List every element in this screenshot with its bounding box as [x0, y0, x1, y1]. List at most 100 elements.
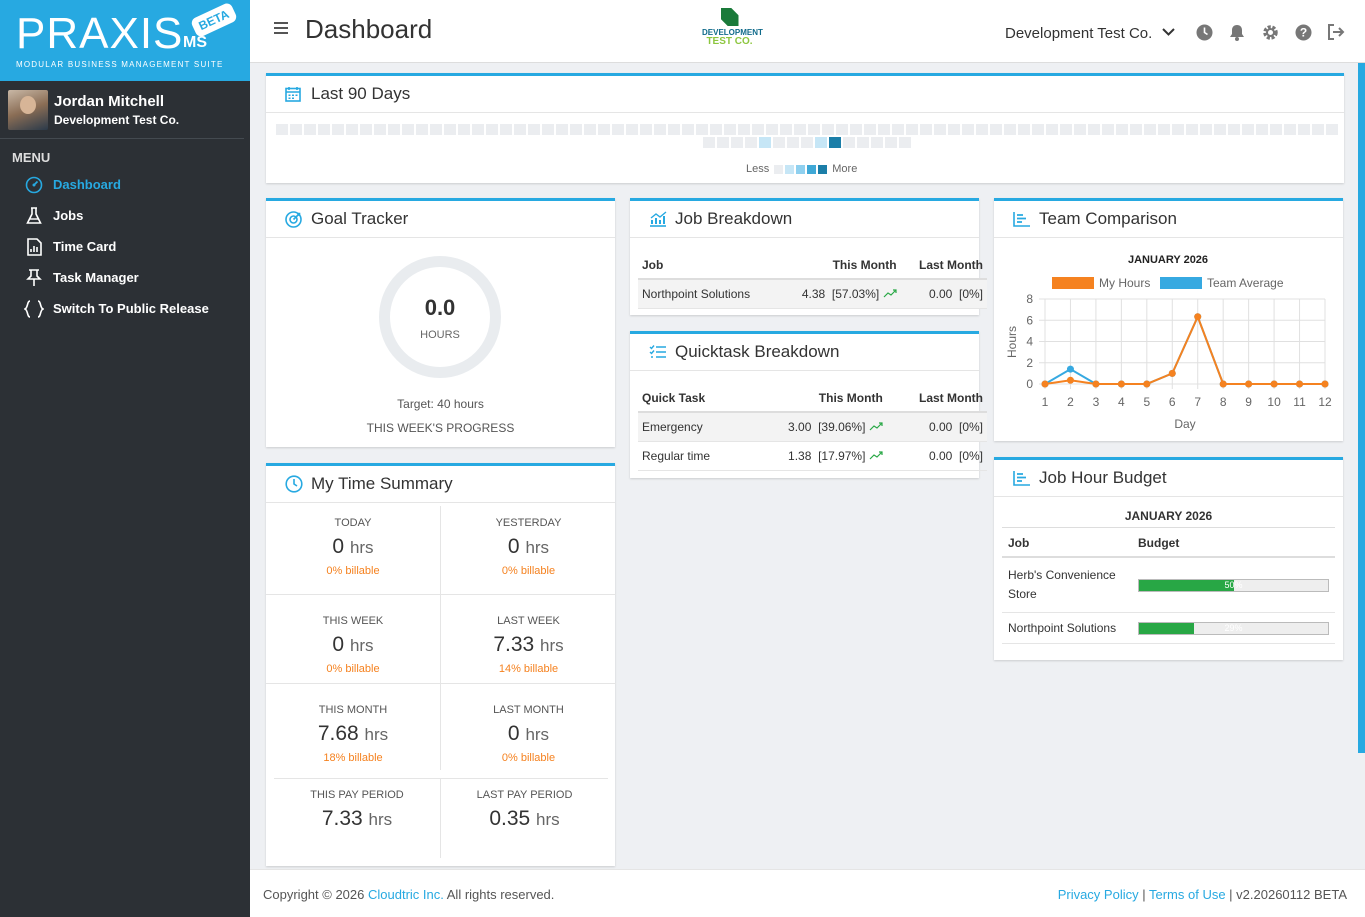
heatmap-cell[interactable] — [800, 137, 813, 148]
brand-logo[interactable]: PRAXIS MS BETA MODULAR BUSINESS MANAGEME… — [0, 0, 250, 81]
heatmap-cell[interactable] — [499, 124, 512, 135]
column-header[interactable]: Job — [1002, 528, 1132, 558]
page-scrollbar[interactable] — [1358, 63, 1365, 753]
heatmap-cell[interactable] — [758, 137, 771, 148]
heatmap-cell[interactable] — [373, 124, 386, 135]
heatmap-cell[interactable] — [870, 137, 883, 148]
heatmap-cell[interactable] — [331, 124, 344, 135]
heatmap-cell[interactable] — [1031, 124, 1044, 135]
heatmap-cell[interactable] — [1325, 124, 1338, 135]
heatmap-cell[interactable] — [653, 124, 666, 135]
heatmap-cell[interactable] — [1185, 124, 1198, 135]
logout-icon[interactable] — [1326, 22, 1346, 42]
heatmap-cell[interactable] — [1045, 124, 1058, 135]
heatmap-cell[interactable] — [793, 124, 806, 135]
heatmap-cell[interactable] — [681, 124, 694, 135]
heatmap-cell[interactable] — [842, 137, 855, 148]
heatmap-cell[interactable] — [947, 124, 960, 135]
heatmap-cell[interactable] — [709, 124, 722, 135]
heatmap-cell[interactable] — [898, 137, 911, 148]
sidebar-item-jobs[interactable]: Jobs — [0, 200, 250, 231]
heatmap-cell[interactable] — [1017, 124, 1030, 135]
heatmap-cell[interactable] — [849, 124, 862, 135]
heatmap-cell[interactable] — [625, 124, 638, 135]
heatmap-cell[interactable] — [667, 124, 680, 135]
heatmap-cell[interactable] — [485, 124, 498, 135]
clock-icon[interactable] — [1194, 22, 1214, 42]
heatmap-cell[interactable] — [856, 137, 869, 148]
heatmap-cell[interactable] — [814, 137, 827, 148]
heatmap-cell[interactable] — [1073, 124, 1086, 135]
heatmap-cell[interactable] — [863, 124, 876, 135]
heatmap-cell[interactable] — [471, 124, 484, 135]
heatmap-cell[interactable] — [1241, 124, 1254, 135]
heatmap-cell[interactable] — [429, 124, 442, 135]
heatmap-cell[interactable] — [877, 124, 890, 135]
heatmap-cell[interactable] — [975, 124, 988, 135]
column-header[interactable]: This Month — [777, 250, 901, 280]
heatmap-cell[interactable] — [583, 124, 596, 135]
heatmap-cell[interactable] — [555, 124, 568, 135]
heatmap-cell[interactable] — [303, 124, 316, 135]
heatmap-cell[interactable] — [807, 124, 820, 135]
hamburger-menu-icon[interactable] — [274, 22, 288, 34]
company-selector[interactable]: Development Test Co. — [1005, 23, 1176, 42]
heatmap-cell[interactable] — [359, 124, 372, 135]
heatmap-cell[interactable] — [737, 124, 750, 135]
gear-icon[interactable] — [1260, 22, 1280, 42]
heatmap-cell[interactable] — [1129, 124, 1142, 135]
terms-of-use-link[interactable]: Terms of Use — [1148, 887, 1226, 902]
heatmap-cell[interactable] — [751, 124, 764, 135]
heatmap-cell[interactable] — [702, 137, 715, 148]
heatmap-cell[interactable] — [989, 124, 1002, 135]
company-link[interactable]: Cloudtric Inc. — [367, 887, 444, 902]
heatmap-cell[interactable] — [527, 124, 540, 135]
column-header[interactable]: This Month — [743, 383, 887, 413]
sidebar-item-task-manager[interactable]: Task Manager — [0, 262, 250, 293]
heatmap-cell[interactable] — [961, 124, 974, 135]
heatmap-cell[interactable] — [1199, 124, 1212, 135]
heatmap-cell[interactable] — [443, 124, 456, 135]
help-icon[interactable]: ? — [1293, 22, 1313, 42]
heatmap-cell[interactable] — [401, 124, 414, 135]
column-header[interactable]: Last Month — [886, 383, 987, 413]
heatmap-cell[interactable] — [1283, 124, 1296, 135]
heatmap-cell[interactable] — [716, 137, 729, 148]
heatmap-cell[interactable] — [919, 124, 932, 135]
heatmap-cell[interactable] — [933, 124, 946, 135]
heatmap-cell[interactable] — [1087, 124, 1100, 135]
heatmap-cell[interactable] — [1297, 124, 1310, 135]
heatmap-cell[interactable] — [387, 124, 400, 135]
sidebar-item-dashboard[interactable]: Dashboard — [0, 169, 250, 200]
heatmap-cell[interactable] — [884, 137, 897, 148]
heatmap-cell[interactable] — [1143, 124, 1156, 135]
heatmap-cell[interactable] — [289, 124, 302, 135]
heatmap-cell[interactable] — [891, 124, 904, 135]
heatmap-cell[interactable] — [345, 124, 358, 135]
heatmap-cell[interactable] — [275, 124, 288, 135]
bell-icon[interactable] — [1227, 22, 1247, 42]
heatmap-cell[interactable] — [1059, 124, 1072, 135]
heatmap-cell[interactable] — [541, 124, 554, 135]
heatmap-cell[interactable] — [1171, 124, 1184, 135]
heatmap-cell[interactable] — [835, 124, 848, 135]
privacy-policy-link[interactable]: Privacy Policy — [1057, 887, 1139, 902]
column-header[interactable]: Quick Task — [638, 383, 744, 413]
heatmap-cell[interactable] — [765, 124, 778, 135]
heatmap-cell[interactable] — [730, 137, 743, 148]
heatmap-cell[interactable] — [611, 124, 624, 135]
heatmap-cell[interactable] — [1227, 124, 1240, 135]
heatmap-cell[interactable] — [597, 124, 610, 135]
sidebar-item-time-card[interactable]: Time Card — [0, 231, 250, 262]
heatmap-cell[interactable] — [457, 124, 470, 135]
heatmap-cell[interactable] — [1311, 124, 1324, 135]
heatmap-cell[interactable] — [569, 124, 582, 135]
heatmap-cell[interactable] — [1255, 124, 1268, 135]
heatmap-cell[interactable] — [1213, 124, 1226, 135]
heatmap-cell[interactable] — [828, 137, 841, 148]
heatmap-cell[interactable] — [772, 137, 785, 148]
heatmap-cell[interactable] — [513, 124, 526, 135]
heatmap-cell[interactable] — [1157, 124, 1170, 135]
heatmap-cell[interactable] — [723, 124, 736, 135]
heatmap-cell[interactable] — [821, 124, 834, 135]
